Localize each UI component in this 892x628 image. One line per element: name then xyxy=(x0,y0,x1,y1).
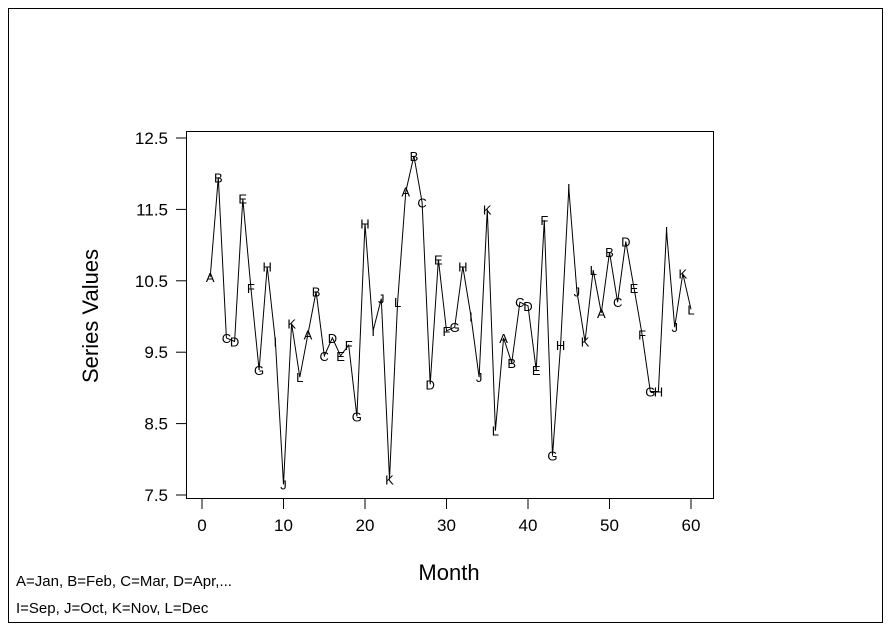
point-label: A xyxy=(206,270,215,285)
point-label: K xyxy=(679,267,688,282)
point-label: B xyxy=(605,245,614,260)
point-label: L xyxy=(492,424,499,439)
point-label: B xyxy=(214,170,223,185)
point-label: A xyxy=(401,185,410,200)
point-label: D xyxy=(328,331,337,346)
point-label: B xyxy=(507,356,516,371)
x-tick-label: 50 xyxy=(600,516,619,535)
x-tick-label: 30 xyxy=(437,516,456,535)
point-label: A xyxy=(499,331,508,346)
point-label: E xyxy=(238,192,247,207)
point-label: D xyxy=(523,299,532,314)
point-label: A xyxy=(304,327,313,342)
x-axis-label: Month xyxy=(418,560,479,585)
point-label: J xyxy=(574,285,581,300)
x-tick-label: 10 xyxy=(274,516,293,535)
point-label: E xyxy=(532,363,541,378)
x-tick-label: 0 xyxy=(197,516,206,535)
point-label: E xyxy=(434,252,443,267)
series-line xyxy=(209,155,692,485)
y-tick-label: 7.5 xyxy=(144,486,168,505)
point-label: L xyxy=(687,302,694,317)
y-axis-label: Series Values xyxy=(78,249,103,383)
point-label: H xyxy=(654,384,663,399)
point-label: F xyxy=(638,327,646,342)
y-tick-label: 11.5 xyxy=(136,200,168,219)
point-label: F xyxy=(247,281,255,296)
point-label: G xyxy=(352,409,362,424)
x-tick-label: 40 xyxy=(519,516,538,535)
annotation-legend-line-1: A=Jan, B=Feb, C=Mar, D=Apr,... xyxy=(16,573,232,590)
y-tick-label: 10.5 xyxy=(135,272,168,291)
point-label: C xyxy=(222,331,231,346)
point-label: C xyxy=(417,195,426,210)
point-label: B xyxy=(410,149,419,164)
x-axis: 0 10 20 30 40 50 60 xyxy=(197,498,701,535)
annotation-legend-line-2: I=Sep, J=Oct, K=Nov, L=Dec xyxy=(16,600,209,617)
point-label: K xyxy=(385,472,394,487)
point-label: C xyxy=(613,295,622,310)
point-label: J xyxy=(671,320,678,335)
point-label: F xyxy=(443,324,451,339)
point-label: F xyxy=(540,213,548,228)
point-label: L xyxy=(590,263,597,278)
point-label: H xyxy=(556,338,565,353)
point-label: I xyxy=(371,324,375,339)
y-tick-label: 12.5 xyxy=(135,129,168,148)
point-label: E xyxy=(336,349,345,364)
point-label: I xyxy=(274,334,278,349)
point-label: J xyxy=(378,292,385,307)
point-label: H xyxy=(263,260,272,275)
point-label: L xyxy=(296,370,303,385)
point-label: G xyxy=(547,449,557,464)
point-label: H xyxy=(360,217,369,232)
point-label: E xyxy=(630,281,639,296)
point-label: I xyxy=(469,310,473,325)
point-label: G xyxy=(254,363,264,378)
point-label: I xyxy=(567,181,571,196)
plot-area xyxy=(186,131,714,499)
point-label: J xyxy=(476,370,483,385)
x-tick-label: 20 xyxy=(356,516,375,535)
y-tick-label: 8.5 xyxy=(144,415,168,434)
point-label: J xyxy=(280,477,287,492)
series-polyline xyxy=(209,155,692,485)
point-label: D xyxy=(426,377,435,392)
x-tick-label: 60 xyxy=(682,516,701,535)
point-label: H xyxy=(458,260,467,275)
point-label: D xyxy=(621,235,630,250)
point-label: L xyxy=(394,295,401,310)
point-label: A xyxy=(597,306,606,321)
point-label: C xyxy=(320,349,329,364)
point-label: F xyxy=(345,338,353,353)
point-label: B xyxy=(312,285,321,300)
point-label: K xyxy=(483,202,492,217)
point-label: C xyxy=(515,295,524,310)
y-axis: 7.5 8.5 9.5 10.5 11.5 12.5 xyxy=(135,129,187,505)
point-label: K xyxy=(581,334,590,349)
point-label: G xyxy=(450,320,460,335)
y-tick-label: 9.5 xyxy=(144,343,168,362)
point-label: G xyxy=(645,384,655,399)
point-label: K xyxy=(287,317,296,332)
point-label: I xyxy=(665,224,669,239)
point-label: D xyxy=(230,334,239,349)
